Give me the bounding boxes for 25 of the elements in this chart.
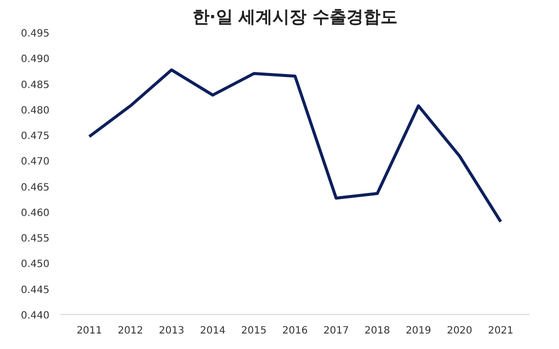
- x-tick-label: 2016: [282, 326, 308, 336]
- line-series: [88, 68, 502, 224]
- y-tick-label: 0.460: [20, 208, 50, 219]
- x-tick-label: 2019: [406, 326, 432, 336]
- x-tick-label: 2013: [158, 326, 184, 336]
- y-tick-label: 0.445: [20, 284, 50, 296]
- x-tick-label: 2021: [488, 326, 514, 336]
- y-tick-label: 0.440: [20, 310, 50, 322]
- x-tick-label: 2015: [241, 326, 267, 336]
- x-tick-label: 2012: [118, 326, 144, 336]
- chart-title: 한·일 세계시장 수출경합도: [192, 8, 398, 28]
- y-tick-label: 0.495: [20, 28, 50, 40]
- x-tick-label: 2020: [446, 326, 472, 336]
- y-tick-label: 0.485: [20, 80, 50, 91]
- y-tick-label: 0.480: [20, 105, 50, 116]
- x-tick-label: 2014: [200, 326, 226, 336]
- x-tick-label: 2011: [76, 326, 102, 336]
- y-tick-label: 0.470: [20, 156, 50, 168]
- y-tick-label: 0.455: [20, 234, 50, 245]
- y-tick-label: 0.475: [20, 131, 50, 142]
- y-tick-label: 0.450: [20, 259, 50, 270]
- y-tick-label: 0.490: [20, 54, 50, 66]
- x-tick-label: 2017: [323, 326, 349, 336]
- y-tick-label: 0.465: [20, 182, 50, 194]
- x-tick-label: 2018: [364, 326, 390, 336]
